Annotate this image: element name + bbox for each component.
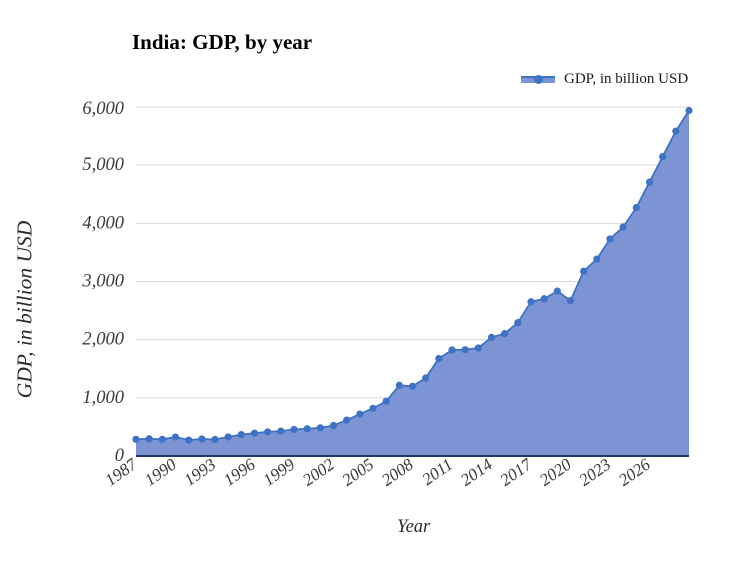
svg-text:1996: 1996 bbox=[220, 454, 259, 489]
svg-text:2005: 2005 bbox=[339, 455, 378, 490]
svg-text:2014: 2014 bbox=[457, 454, 496, 489]
svg-text:1987: 1987 bbox=[102, 454, 142, 490]
svg-text:1990: 1990 bbox=[141, 454, 180, 489]
svg-text:6,000: 6,000 bbox=[82, 99, 124, 119]
svg-text:1993: 1993 bbox=[181, 455, 220, 490]
svg-text:3,000: 3,000 bbox=[81, 272, 124, 292]
svg-text:2020: 2020 bbox=[536, 454, 575, 489]
svg-text:2011: 2011 bbox=[419, 455, 457, 489]
svg-text:4,000: 4,000 bbox=[82, 213, 124, 233]
svg-text:1,000: 1,000 bbox=[82, 388, 124, 408]
svg-text:1999: 1999 bbox=[260, 454, 299, 489]
svg-text:5,000: 5,000 bbox=[82, 155, 124, 175]
svg-text:2017: 2017 bbox=[497, 454, 537, 490]
svg-text:2,000: 2,000 bbox=[82, 330, 124, 350]
svg-text:2002: 2002 bbox=[299, 454, 338, 489]
svg-text:2008: 2008 bbox=[378, 454, 417, 489]
svg-text:2026: 2026 bbox=[615, 454, 654, 489]
svg-text:2023: 2023 bbox=[576, 455, 615, 490]
